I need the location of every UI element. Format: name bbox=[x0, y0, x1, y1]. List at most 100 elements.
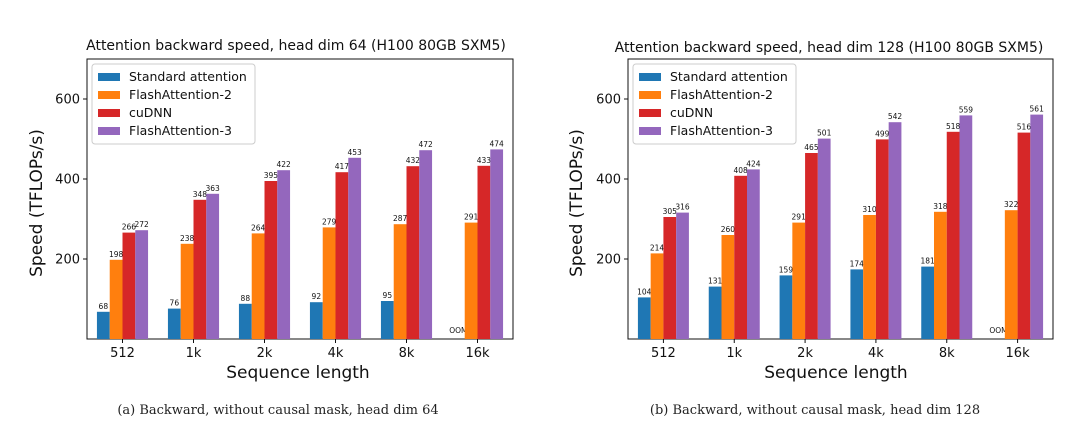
legend-swatch bbox=[639, 127, 661, 135]
bar-flashattention-3 bbox=[490, 149, 504, 339]
bar-flashattention-3 bbox=[747, 169, 760, 339]
x-tick-label: 2k bbox=[257, 346, 273, 361]
legend-label: FlashAttention-3 bbox=[129, 123, 232, 138]
bar-value-label: 92 bbox=[312, 292, 322, 301]
x-tick-label: 16k bbox=[1006, 346, 1031, 361]
bar-value-label: 287 bbox=[393, 214, 408, 223]
bar-flashattention-3 bbox=[817, 138, 831, 339]
bar-flashattention-2 bbox=[934, 211, 947, 339]
bar-cudnn bbox=[875, 139, 889, 339]
bar-value-label: 264 bbox=[251, 223, 266, 232]
bar-flashattention-3 bbox=[135, 230, 149, 339]
bar-value-label: 516 bbox=[1017, 123, 1032, 132]
bar-value-label: 432 bbox=[406, 156, 421, 165]
bar-value-label: 465 bbox=[804, 143, 819, 152]
bar-value-label: 472 bbox=[419, 140, 434, 149]
legend-label: cuDNN bbox=[670, 105, 713, 120]
bar-flashattention-2 bbox=[180, 243, 194, 339]
x-tick-label: 1k bbox=[186, 346, 202, 361]
bar-cudnn bbox=[734, 175, 747, 339]
legend-swatch bbox=[639, 91, 661, 99]
bar-standard-attention bbox=[708, 286, 722, 339]
legend-label: Standard attention bbox=[670, 69, 788, 84]
bar-value-label: 68 bbox=[99, 302, 109, 311]
bar-value-label: 518 bbox=[946, 122, 961, 131]
bar-value-label: 291 bbox=[464, 213, 479, 222]
bar-flashattention-2 bbox=[863, 215, 876, 339]
bar-flashattention-2 bbox=[109, 259, 123, 339]
bar-value-label: 159 bbox=[779, 265, 794, 274]
bar-flashattention-3 bbox=[206, 193, 220, 339]
legend-label: FlashAttention-3 bbox=[670, 123, 773, 138]
chart-head-dim-128: Attention backward speed, head dim 128 (… bbox=[567, 40, 1054, 418]
bar-flashattention-3 bbox=[419, 150, 433, 339]
legend-box bbox=[632, 63, 797, 145]
bar-value-label: 318 bbox=[933, 202, 948, 211]
plot-frame bbox=[86, 58, 514, 340]
bar-cudnn bbox=[946, 131, 960, 339]
legend: Standard attention FlashAttention-2 cuDNN F… bbox=[632, 63, 797, 145]
bar-cudnn bbox=[663, 217, 677, 339]
y-tick-label: 400 bbox=[55, 173, 80, 188]
bar-value-label: 542 bbox=[888, 112, 903, 121]
bar-flashattention-2 bbox=[251, 233, 265, 339]
bar-value-label: 88 bbox=[241, 294, 251, 303]
bar-flashattention-2 bbox=[464, 222, 478, 339]
chart-head-dim-64: Attention backward speed, head dim 64 (H… bbox=[27, 38, 514, 418]
bar-flashattention-3 bbox=[959, 115, 973, 340]
bar-cudnn bbox=[1017, 132, 1031, 339]
bar-standard-attention bbox=[637, 297, 651, 339]
bar-flashattention-2 bbox=[792, 222, 806, 339]
figure-caption: (b) Backward, without causal mask, head … bbox=[650, 403, 980, 418]
bar-value-label: 131 bbox=[708, 277, 723, 286]
bar-cudnn bbox=[193, 199, 207, 339]
y-tick-label: 600 bbox=[596, 93, 621, 108]
bar-standard-attention bbox=[380, 301, 394, 339]
bar-standard-attention bbox=[779, 275, 793, 339]
bar-cudnn bbox=[406, 166, 420, 339]
y-tick-label: 400 bbox=[596, 173, 621, 188]
bar-value-label: 279 bbox=[322, 217, 337, 226]
bar-value-label: 395 bbox=[264, 171, 279, 180]
bar-value-label: 453 bbox=[348, 148, 363, 157]
bar-standard-attention bbox=[309, 302, 323, 339]
bar-value-label: 322 bbox=[1004, 200, 1019, 209]
bar-value-label: 424 bbox=[746, 159, 761, 168]
legend-label: FlashAttention-2 bbox=[129, 87, 232, 102]
bar-flashattention-2 bbox=[393, 224, 407, 339]
y-tick-label: 200 bbox=[55, 253, 80, 268]
bar-value-label: 559 bbox=[959, 105, 974, 114]
bar-value-label: 408 bbox=[733, 166, 748, 175]
x-tick-label: 16k bbox=[465, 346, 490, 361]
bar-value-label: 474 bbox=[490, 139, 505, 148]
figure-caption: (a) Backward, without causal mask, head … bbox=[117, 403, 438, 418]
x-tick-label: 2k bbox=[797, 346, 813, 361]
bar-value-label: 422 bbox=[277, 160, 292, 169]
bar-value-label: 272 bbox=[135, 220, 150, 229]
bar-cudnn bbox=[122, 232, 136, 339]
bar-value-label: 266 bbox=[122, 223, 137, 232]
x-axis-label: Sequence length bbox=[764, 363, 907, 383]
y-tick-label: 600 bbox=[55, 93, 80, 108]
chart-title: Attention backward speed, head dim 64 (H… bbox=[86, 38, 506, 54]
bar-value-label: 76 bbox=[170, 299, 180, 308]
legend-label: cuDNN bbox=[129, 105, 172, 120]
bar-cudnn bbox=[264, 181, 278, 339]
bar-value-label: 238 bbox=[180, 234, 195, 243]
legend-swatch bbox=[98, 91, 120, 99]
x-tick-label: 4k bbox=[328, 346, 344, 361]
y-axis-label: Speed (TFLOPs/s) bbox=[27, 129, 47, 277]
bar-value-label: 214 bbox=[650, 243, 665, 252]
x-tick-label: 512 bbox=[110, 346, 135, 361]
bar-flashattention-3 bbox=[888, 122, 902, 339]
bar-value-label: 305 bbox=[663, 207, 678, 216]
y-axis-label: Speed (TFLOPs/s) bbox=[567, 129, 587, 277]
legend-swatch bbox=[639, 109, 661, 117]
bar-value-label: 310 bbox=[862, 205, 877, 214]
bar-standard-attention bbox=[167, 308, 181, 339]
y-tick-label: 200 bbox=[596, 253, 621, 268]
bar-value-label: 291 bbox=[792, 213, 807, 222]
bar-value-label: 198 bbox=[109, 250, 124, 259]
bar-flashattention-3 bbox=[1030, 114, 1044, 339]
